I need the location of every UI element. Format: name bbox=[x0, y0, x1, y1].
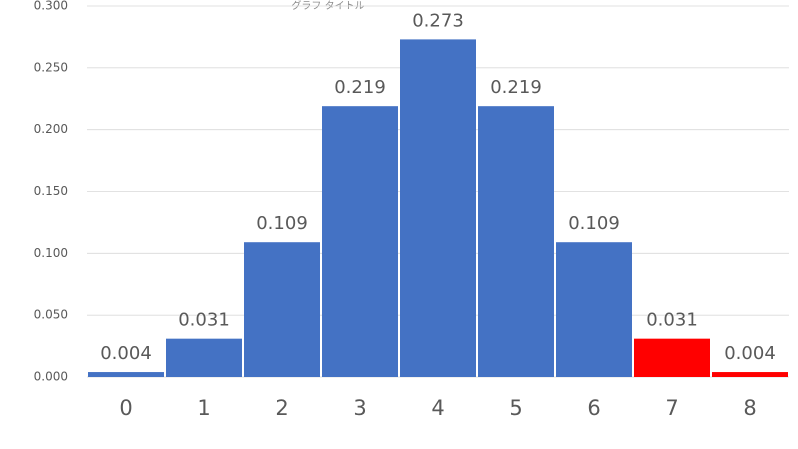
y-tick-label: 0.000 bbox=[34, 370, 68, 384]
value-label: 0.109 bbox=[256, 213, 308, 234]
value-label: 0.004 bbox=[100, 343, 152, 364]
bar bbox=[166, 338, 242, 377]
x-tick-label: 3 bbox=[353, 396, 366, 420]
x-tick-label: 5 bbox=[509, 396, 522, 420]
value-label: 0.219 bbox=[490, 77, 542, 98]
value-label: 0.219 bbox=[334, 77, 386, 98]
y-tick-label: 0.200 bbox=[34, 122, 68, 136]
x-tick-label: 6 bbox=[587, 396, 600, 420]
value-label: 0.004 bbox=[724, 343, 776, 364]
x-tick-label: 8 bbox=[743, 396, 756, 420]
y-tick-label: 0.050 bbox=[34, 308, 68, 322]
bar bbox=[478, 106, 554, 378]
y-tick-label: 0.250 bbox=[34, 60, 68, 74]
bar bbox=[634, 338, 710, 377]
x-tick-label: 4 bbox=[431, 396, 444, 420]
value-label: 0.031 bbox=[178, 310, 230, 331]
value-label: 0.109 bbox=[568, 213, 620, 234]
bar bbox=[712, 372, 788, 377]
x-tick-label: 1 bbox=[197, 396, 210, 420]
bar bbox=[244, 242, 320, 377]
bar bbox=[322, 106, 398, 378]
bar bbox=[400, 39, 476, 377]
bar bbox=[88, 372, 164, 377]
x-tick-label: 0 bbox=[119, 396, 132, 420]
value-label: 0.273 bbox=[412, 10, 464, 31]
value-label: 0.031 bbox=[646, 310, 698, 331]
bar bbox=[556, 242, 632, 377]
y-tick-label: 0.100 bbox=[34, 246, 68, 260]
y-tick-label: 0.300 bbox=[34, 0, 68, 13]
x-tick-label: 7 bbox=[665, 396, 678, 420]
x-tick-label: 2 bbox=[275, 396, 288, 420]
y-tick-label: 0.150 bbox=[34, 184, 68, 198]
